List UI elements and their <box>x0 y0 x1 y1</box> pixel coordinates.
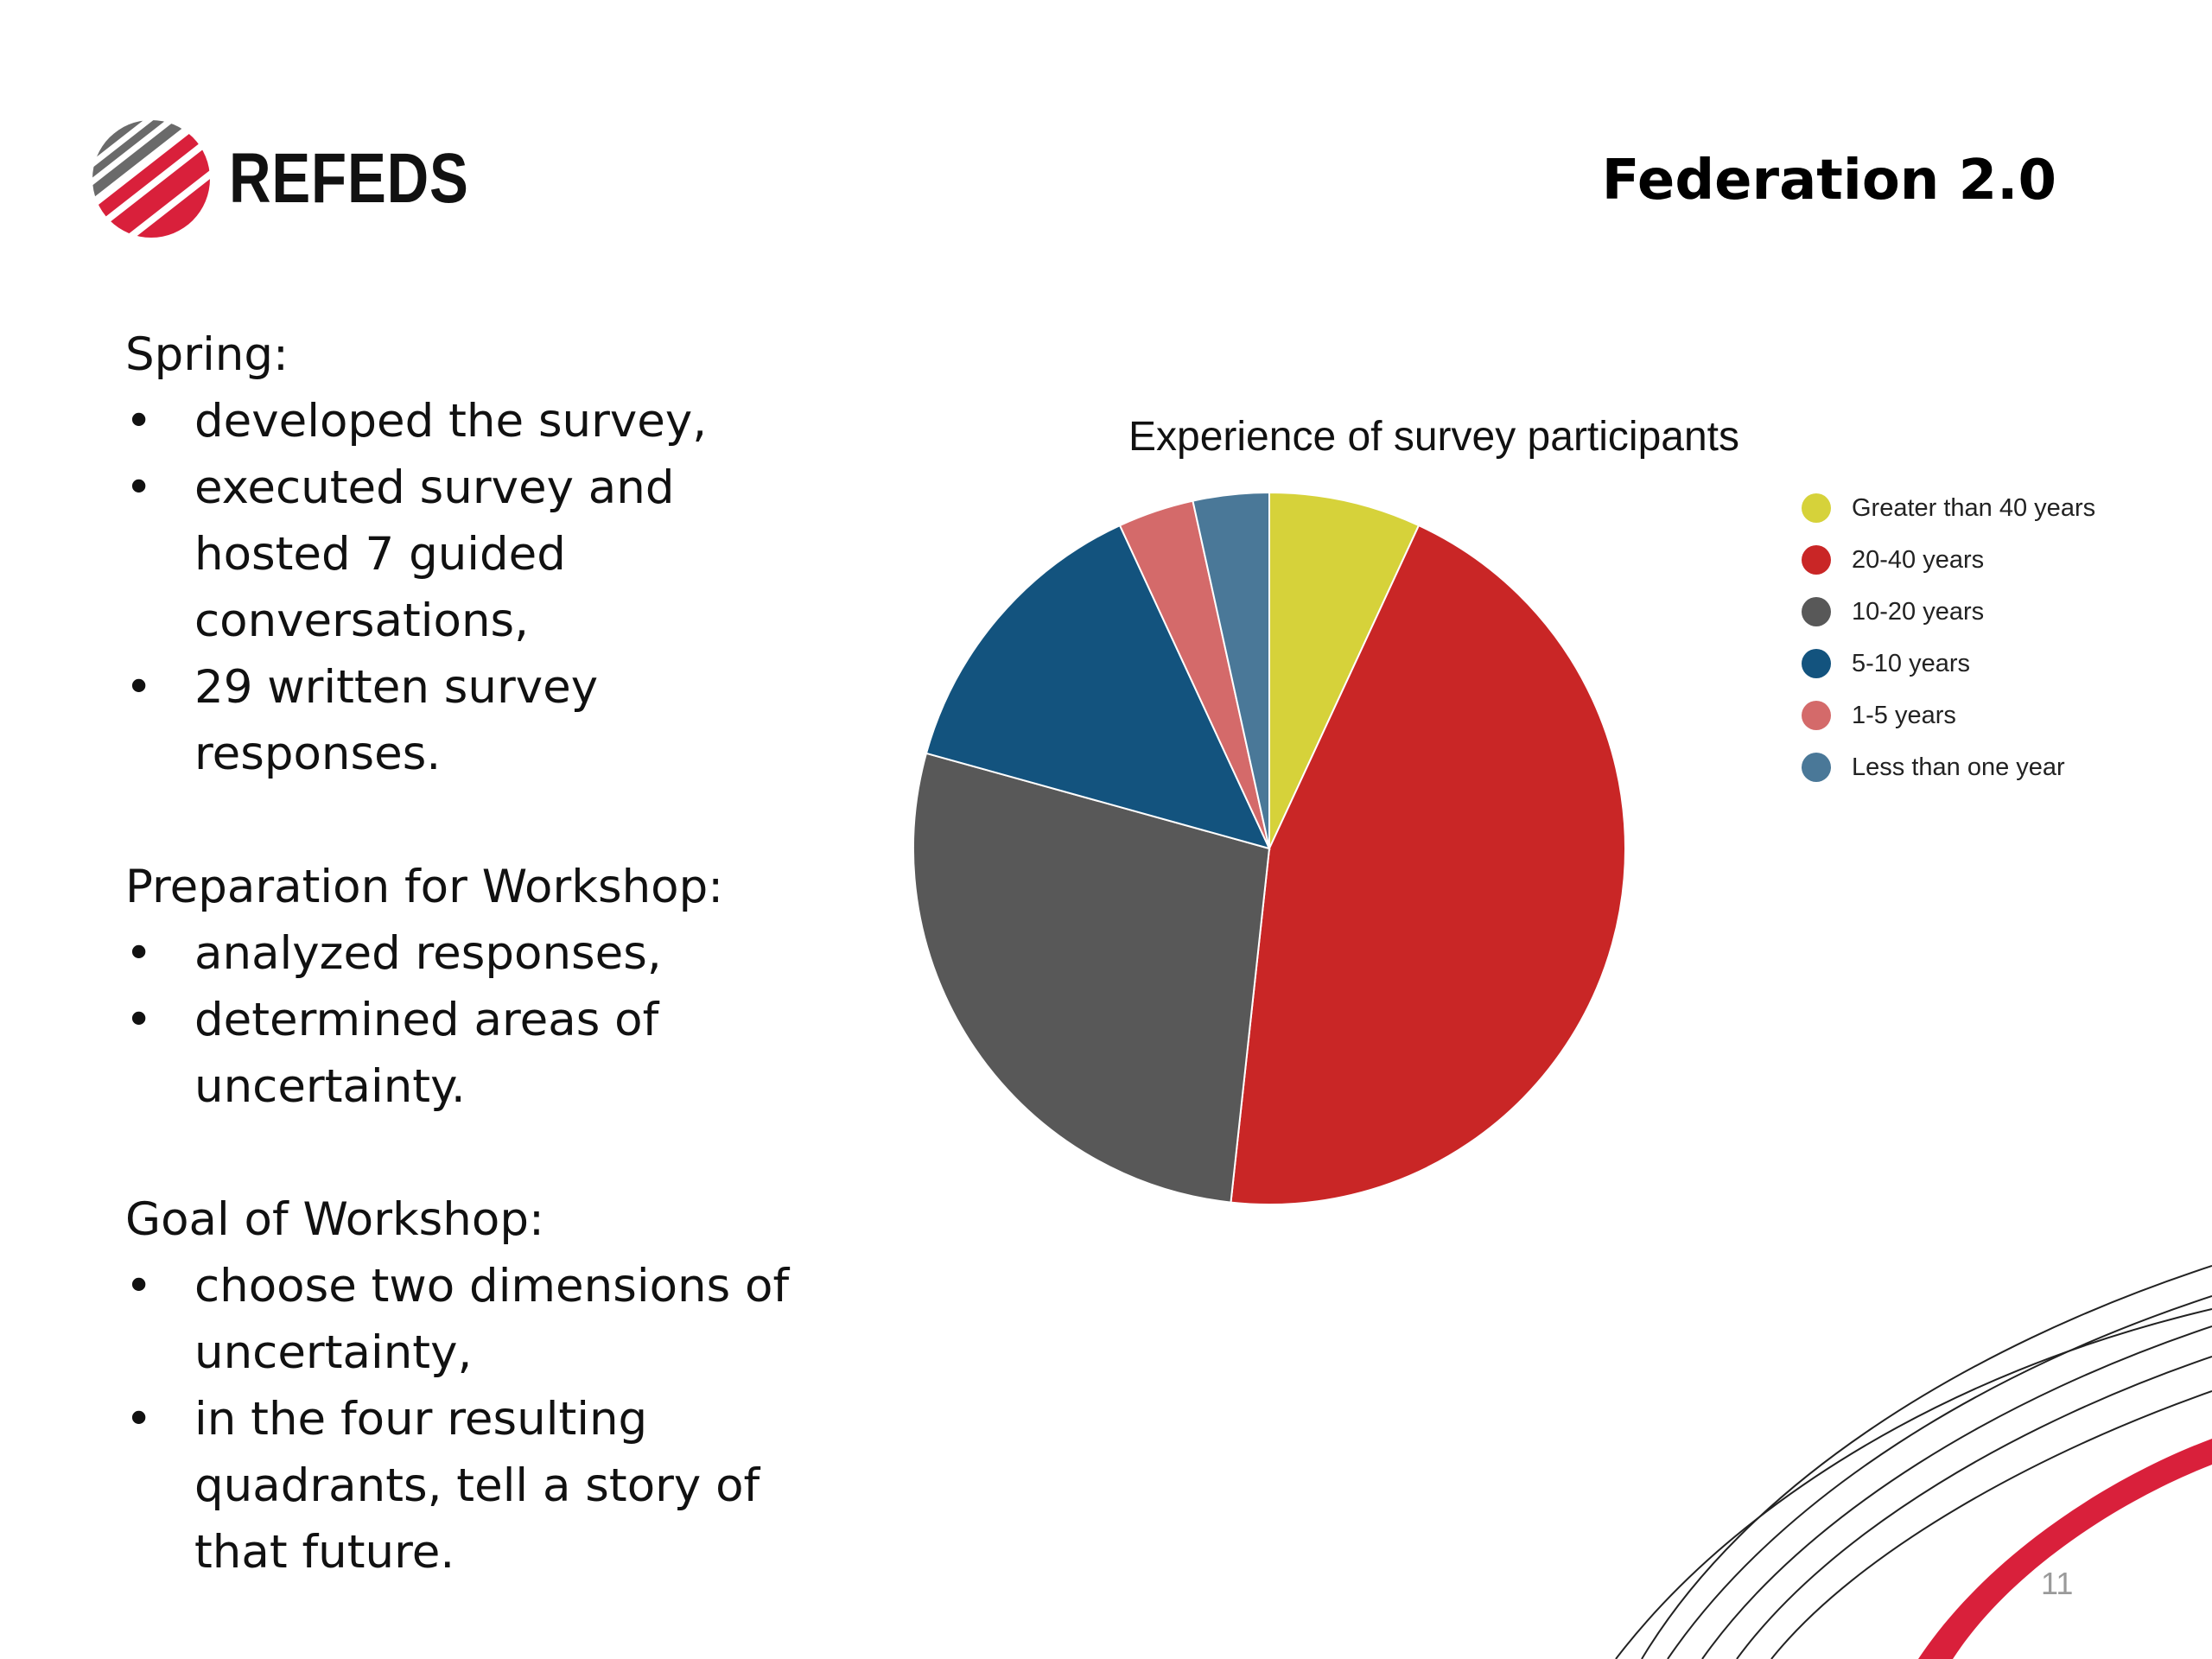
bullet-line: conversations, <box>194 594 529 647</box>
bullet-line: quadrants, tell a story of <box>194 1459 760 1512</box>
refeds-logo-icon <box>92 120 210 238</box>
pie-chart <box>912 491 1626 1205</box>
bullet-item: • determined areas of uncertainty. <box>125 987 834 1120</box>
section-heading: Preparation for Workshop: <box>125 861 724 913</box>
bullet-item: • analyzed responses, <box>125 920 834 987</box>
slide-title: Federation 2.0 <box>1601 149 2056 213</box>
chart-legend: Greater than 40 years 20-40 years 10-20 … <box>1802 482 2095 793</box>
legend-item: 5-10 years <box>1802 638 2095 690</box>
bullet-line: uncertainty. <box>194 1060 466 1113</box>
bullet-line: determined areas of <box>194 994 659 1046</box>
bullet-item: • in the four resulting quadrants, tell … <box>125 1386 834 1586</box>
bullet-dot: • <box>125 994 153 1046</box>
section-heading: Spring: <box>125 328 289 381</box>
bullet-item: • choose two dimensions of uncertainty, <box>125 1253 834 1386</box>
section-gap <box>125 1120 834 1186</box>
bullet-line: in the four resulting <box>194 1393 648 1446</box>
section-heading: Goal of Workshop: <box>125 1193 544 1246</box>
bullet-item: • executed survey and hosted 7 guided co… <box>125 454 834 654</box>
legend-label: 5-10 years <box>1852 649 1971 677</box>
bullet-line: uncertainty, <box>194 1326 473 1379</box>
legend-label: Greater than 40 years <box>1852 493 2096 522</box>
bullet-line: developed the survey, <box>194 395 708 448</box>
section-goal: Goal of Workshop: • choose two dimension… <box>125 1186 834 1586</box>
pie-slice-20-40-years <box>1230 524 1626 1205</box>
bullet-dot: • <box>125 1393 153 1446</box>
legend-item: 20-40 years <box>1802 534 2095 586</box>
bullet-item: • 29 written survey responses. <box>125 654 834 787</box>
legend-label: 10-20 years <box>1852 597 1985 626</box>
bullet-dot: • <box>125 661 153 714</box>
section-spring: Spring: • developed the survey, • execut… <box>125 321 834 787</box>
bullet-item: • developed the survey, <box>125 388 834 454</box>
bullet-dot: • <box>125 1260 153 1313</box>
legend-item: 1-5 years <box>1802 690 2095 741</box>
bullet-dot: • <box>125 927 153 980</box>
legend-swatch <box>1802 649 1831 678</box>
pie-slice-10-20-years <box>912 752 1271 1204</box>
bullet-line: responses. <box>194 728 442 780</box>
brand-name: REFEDS <box>229 139 469 218</box>
legend-swatch <box>1802 701 1831 730</box>
pie-slice-greater-than-40-years <box>1268 491 1421 849</box>
page-number: 11 <box>2041 1566 2074 1601</box>
bullet-line: 29 written survey <box>194 661 599 714</box>
legend-item: 10-20 years <box>1802 586 2095 638</box>
legend-label: Less than one year <box>1852 753 2065 781</box>
legend-label: 1-5 years <box>1852 701 1956 729</box>
section-gap <box>125 787 834 854</box>
pie-slice-less-than-one-year <box>1192 491 1270 849</box>
legend-swatch <box>1802 545 1831 575</box>
legend-item: Less than one year <box>1802 741 2095 793</box>
bullet-dot: • <box>125 461 153 514</box>
legend-swatch <box>1802 597 1831 626</box>
section-preparation: Preparation for Workshop: • analyzed res… <box>125 854 834 1120</box>
bullet-text-area: Spring: • developed the survey, • execut… <box>125 321 834 1586</box>
legend-swatch <box>1802 753 1831 782</box>
legend-label: 20-40 years <box>1852 545 1985 574</box>
chart-title: Experience of survey participants <box>1128 414 1740 460</box>
pie-slice-5-10-years <box>925 524 1271 850</box>
legend-item: Greater than 40 years <box>1802 482 2095 534</box>
bullet-line: choose two dimensions of <box>194 1260 790 1313</box>
bullet-line: analyzed responses, <box>194 927 662 980</box>
bullet-line: that future. <box>194 1526 455 1579</box>
decorative-swoosh-icon <box>1615 1265 2212 1659</box>
bullet-line: hosted 7 guided <box>194 528 566 581</box>
legend-swatch <box>1802 493 1831 523</box>
bullet-dot: • <box>125 395 153 448</box>
bullet-line: executed survey and <box>194 461 675 514</box>
